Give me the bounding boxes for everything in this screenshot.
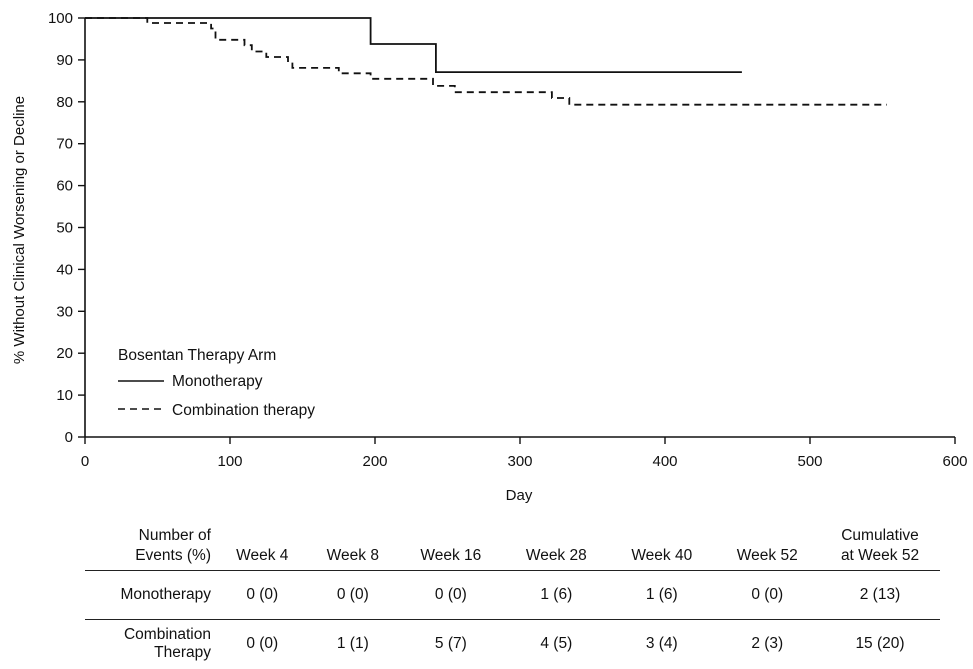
- y-tick-label: 30: [56, 303, 73, 320]
- y-tick-label: 80: [56, 94, 73, 111]
- table-row-monotherapy: Monotherapy 0 (0) 0 (0) 0 (0) 1 (6) 1 (6…: [85, 571, 940, 620]
- table-row-combination: Combination Therapy 0 (0) 1 (1) 5 (7) 4 …: [85, 620, 940, 669]
- y-tick-label: 40: [56, 261, 73, 278]
- y-axis-title: % Without Clinical Worsening or Decline: [11, 96, 28, 364]
- table-cell: 1 (6): [540, 586, 573, 603]
- x-tick-label: 500: [797, 453, 822, 470]
- events-table-header-row: Number of Events (%) Week 4 Week 8 Week …: [85, 513, 940, 571]
- column-header-cumulative: Cumulative at Week 52: [820, 513, 940, 571]
- table-cell: 0 (0): [336, 586, 369, 603]
- x-axis-ticks: 0 100 200 300 400 500 600: [81, 437, 968, 470]
- table-cell: 1 (1): [336, 635, 369, 652]
- y-tick-label: 100: [48, 10, 73, 27]
- corner-header-line: Events (%): [135, 547, 211, 564]
- row-label: Monotherapy: [120, 586, 211, 603]
- row-label: Combination Therapy: [123, 626, 211, 661]
- x-axis-title: Day: [506, 487, 533, 504]
- x-tick-label: 0: [81, 453, 89, 470]
- legend: Bosentan Therapy Arm Monotherapy Combina…: [118, 347, 315, 419]
- y-tick-label: 90: [56, 52, 73, 69]
- corner-header-line: Number of: [138, 527, 211, 544]
- y-tick-label: 50: [56, 220, 73, 237]
- y-tick-label: 10: [56, 387, 73, 404]
- x-tick-label: 400: [652, 453, 677, 470]
- legend-title: Bosentan Therapy Arm: [118, 347, 276, 364]
- table-cell: 0 (0): [751, 586, 784, 603]
- table-cell: 5 (7): [434, 635, 467, 652]
- cumulative-header-line: at Week 52: [840, 547, 920, 564]
- table-cell: 0 (0): [246, 635, 279, 652]
- events-table: Number of Events (%) Week 4 Week 8 Week …: [85, 513, 940, 668]
- column-header: Week 40: [631, 547, 693, 564]
- column-header: Week 28: [525, 547, 587, 564]
- x-tick-label: 100: [217, 453, 242, 470]
- x-tick-label: 300: [507, 453, 532, 470]
- column-header: Week 16: [420, 547, 482, 564]
- y-tick-label: 60: [56, 178, 73, 195]
- series-layer: [85, 17, 887, 106]
- cumulative-header-line: Cumulative: [841, 527, 919, 544]
- y-tick-label: 20: [56, 345, 73, 362]
- table-cell: 1 (6): [645, 586, 678, 603]
- series-line-monotherapy: [85, 17, 742, 73]
- table-cell: 4 (5): [540, 635, 573, 652]
- legend-label-monotherapy: Monotherapy: [172, 373, 263, 390]
- events-table-corner-header: Number of Events (%): [85, 513, 217, 571]
- table-cell: 0 (0): [246, 586, 279, 603]
- x-tick-label: 600: [942, 453, 967, 470]
- legend-label-combination: Combination therapy: [172, 402, 315, 419]
- table-cell: 15 (20): [855, 635, 905, 652]
- table-cell: 2 (13): [859, 586, 901, 603]
- y-axis-ticks: 0 10 20 30 40 50 60 70 80 90 100: [48, 10, 85, 446]
- column-header: Week 8: [326, 547, 379, 564]
- table-cell: 3 (4): [645, 635, 678, 652]
- x-tick-label: 200: [362, 453, 387, 470]
- table-cell: 0 (0): [434, 586, 467, 603]
- table-cell: 2 (3): [751, 635, 784, 652]
- y-tick-label: 70: [56, 136, 73, 153]
- y-tick-label: 0: [65, 429, 73, 446]
- column-header: Week 52: [736, 547, 798, 564]
- column-header: Week 4: [236, 547, 289, 564]
- series-line-combination: [85, 17, 887, 106]
